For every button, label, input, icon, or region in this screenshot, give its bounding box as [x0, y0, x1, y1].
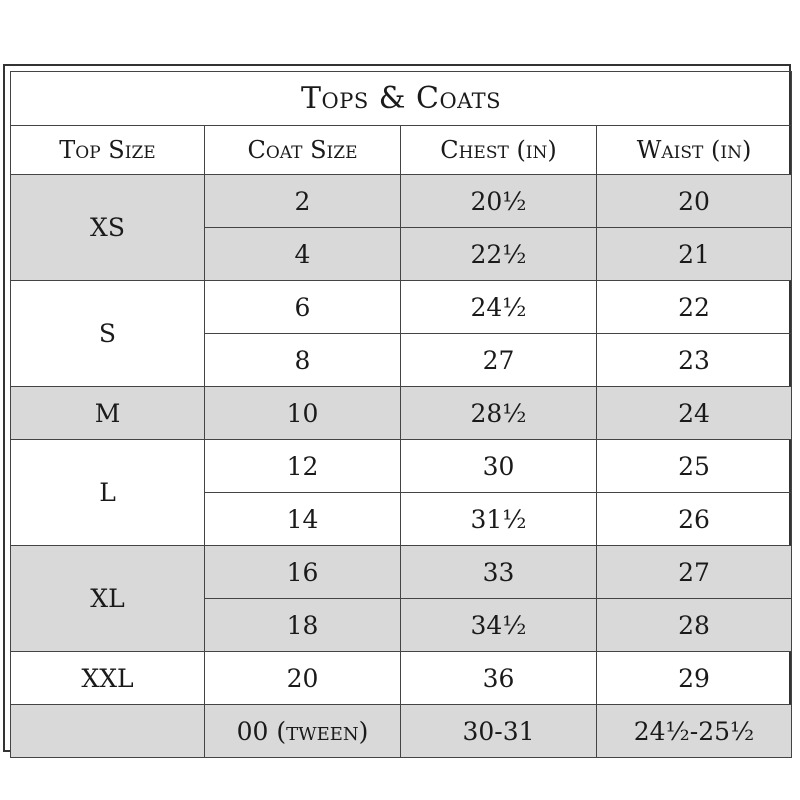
top-size-cell: [10, 704, 205, 758]
top-size-cell: M: [10, 386, 205, 440]
coat-size-cell: 6: [204, 280, 401, 334]
waist-cell: 29: [595, 651, 793, 705]
waist-cell: 26: [595, 492, 793, 546]
size-rows: XS 2 20½ 20 4 22½ 21 S 6 24½ 22 8 27 23 M 10 28½ 24 L 12 30 2…: [10, 174, 793, 758]
table-title: Tops & Coats: [9, 71, 793, 126]
chest-cell: 33: [400, 545, 597, 599]
chest-cell: 22½: [400, 227, 597, 281]
table-row: 18 34½ 28: [11, 598, 793, 652]
table-row: M 10 28½ 24: [10, 386, 793, 440]
top-size-cell: L: [10, 439, 205, 546]
coat-size-cell: 2: [204, 174, 401, 228]
coat-size-cell: 14: [204, 492, 401, 546]
table-row: XL 16 33 27: [10, 545, 793, 652]
coat-size-cell: 16: [204, 545, 401, 599]
coat-size-cell: 18: [204, 598, 401, 652]
coat-size-cell: 12: [204, 439, 401, 493]
waist-cell: 24: [595, 386, 793, 440]
table-row: XXL 20 36 29: [10, 651, 793, 705]
header-chest: Chest (in): [400, 125, 597, 175]
coat-size-cell: 4: [204, 227, 401, 281]
header-coat-size: Coat Size: [204, 125, 401, 175]
header-top-size: Top Size: [10, 125, 205, 175]
coat-size-cell: 8: [204, 333, 401, 387]
coat-size-cell: 00 (tween): [204, 704, 401, 758]
chest-cell: 31½: [400, 492, 597, 546]
top-size-cell: XL: [10, 545, 205, 652]
waist-cell: 27: [595, 545, 793, 599]
chest-cell: 30: [400, 439, 597, 493]
table-row: S 6 24½ 22: [10, 280, 793, 387]
chest-cell: 24½: [400, 280, 597, 334]
top-size-cell: XS: [10, 174, 205, 281]
top-size-cell: S: [10, 280, 205, 387]
waist-cell: 24½-25½: [595, 704, 793, 758]
waist-cell: 25: [595, 439, 793, 493]
table-row: XS 2 20½ 20: [10, 174, 793, 281]
chest-cell: 36: [400, 651, 597, 705]
waist-cell: 21: [595, 227, 793, 281]
table-row: 00 (tween) 30-31 24½-25½: [10, 704, 793, 758]
table-row: L 12 30 25: [10, 439, 793, 546]
chest-cell: 20½: [400, 174, 597, 228]
waist-cell: 22: [595, 280, 793, 334]
chest-cell: 28½: [400, 386, 597, 440]
waist-cell: 20: [595, 174, 793, 228]
waist-cell: 23: [595, 333, 793, 387]
chest-cell: 34½: [400, 598, 597, 652]
coat-size-cell: 10: [204, 386, 401, 440]
top-size-cell: XXL: [10, 651, 205, 705]
waist-cell: 28: [595, 598, 793, 652]
size-chart-table: Tops & Coats Top Size Coat Size Chest (i…: [9, 71, 793, 758]
header-waist: Waist (in): [595, 125, 793, 175]
chest-cell: 27: [400, 333, 597, 387]
coat-size-cell: 20: [204, 651, 401, 705]
chest-cell: 30-31: [400, 704, 597, 758]
table-row: 14 31½ 26: [11, 492, 793, 546]
